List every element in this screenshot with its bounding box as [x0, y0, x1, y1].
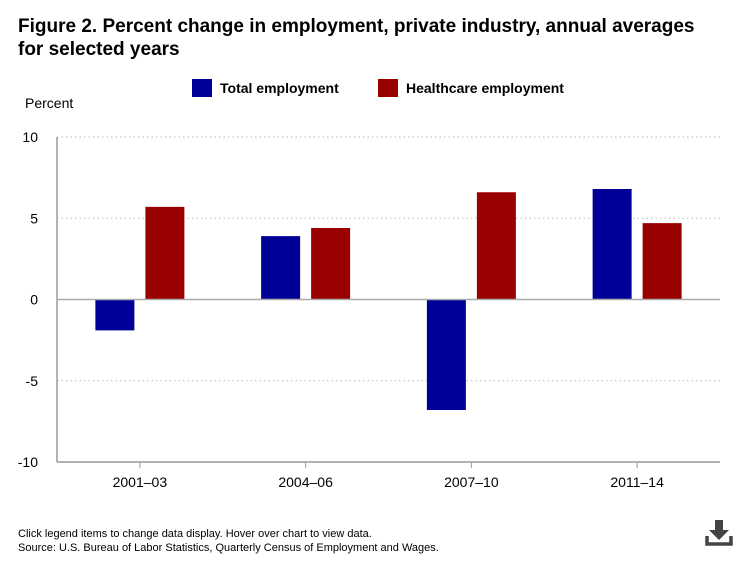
chart-source: Source: U.S. Bureau of Labor Statistics,… [18, 542, 439, 554]
x-tick-label-0: 2001–03 [113, 474, 168, 490]
chart-title: Figure 2. Percent change in employment, … [18, 15, 718, 61]
bar-healthcare-1[interactable] [311, 228, 351, 300]
x-tick-label-3: 2011–14 [610, 474, 664, 490]
bar-total-1[interactable] [261, 236, 301, 300]
x-tick-label-1: 2004–06 [278, 474, 333, 490]
download-icon-glyph [705, 520, 733, 546]
y-axis-title: Percent [25, 95, 74, 111]
chart-title-line-1: Figure 2. Percent change in employment, … [18, 16, 695, 37]
bar-healthcare-0[interactable] [145, 206, 185, 300]
chart-footer: Click legend items to change data displa… [18, 527, 439, 555]
x-tick-label-2: 2007–10 [444, 474, 499, 490]
bar-total-2[interactable] [426, 299, 466, 411]
bar-healthcare-3[interactable] [642, 223, 682, 300]
download-icon[interactable] [704, 517, 734, 547]
y-tick-label-10: 10 [22, 129, 38, 145]
y-tick-label-5: 5 [30, 210, 38, 226]
legend-label-healthcare-employment: Healthcare employment [406, 80, 564, 96]
bar-total-3[interactable] [592, 189, 632, 300]
y-tick-label--10: -10 [18, 454, 38, 470]
chart-note: Click legend items to change data displa… [18, 528, 372, 540]
bar-total-0[interactable] [95, 299, 135, 331]
legend-label-total-employment: Total employment [220, 80, 339, 96]
y-tick-label-0: 0 [30, 292, 38, 308]
legend-swatch-healthcare-employment [378, 79, 398, 97]
legend-swatch-total-employment [192, 79, 212, 97]
bar-healthcare-2[interactable] [476, 192, 516, 300]
y-tick-label--5: -5 [26, 373, 39, 389]
chart-title-line-2: for selected years [18, 39, 180, 60]
